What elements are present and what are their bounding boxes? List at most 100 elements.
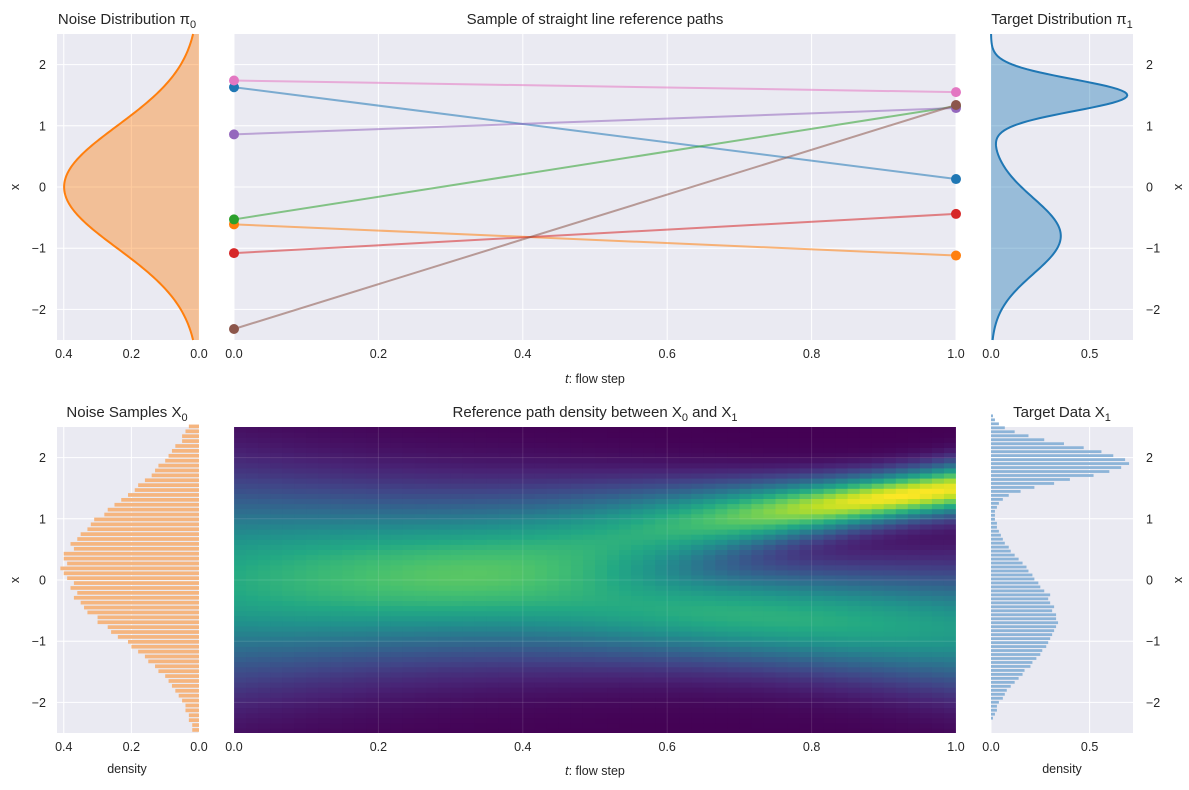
heatmap-cell [558,712,572,719]
heatmap-cell [607,493,620,499]
chart-title: Noise Samples X0 [66,404,187,424]
heatmap-cell [282,467,295,474]
heatmap-cell [751,682,765,688]
heatmap-cell [414,702,428,709]
heatmap-cell [655,692,668,698]
heatmap-cell [847,539,861,545]
heatmap-cell [763,656,777,663]
histogram-bar [134,488,199,492]
heatmap-cell [619,488,632,494]
heatmap-cell [582,590,596,596]
heatmap-cell [667,539,680,545]
heatmap-cell [607,427,620,433]
heatmap-cell [739,569,753,576]
heatmap-cell [643,687,656,693]
heatmap-cell [522,498,536,505]
heatmap-cell [691,707,704,714]
y-axis-label: x [1172,184,1186,191]
heatmap-cell [727,580,740,586]
heatmap-cell [270,687,283,693]
heatmap-cell [595,452,608,459]
heatmap-cell [727,447,740,454]
heatmap-cell [679,595,692,601]
heatmap-cell [366,488,379,494]
heatmap-cell [270,585,283,591]
heatmap-cell [859,498,873,505]
heatmap-cell [703,702,716,709]
heatmap-cell [727,518,740,525]
heatmap-cell [486,493,500,499]
heatmap-cell [859,432,873,438]
heatmap-cell [871,666,885,673]
heatmap-cell [234,687,247,693]
heatmap-cell [763,682,777,688]
heatmap-cell [655,483,668,489]
histogram-bar [182,439,199,443]
heatmap-cell [558,636,572,642]
heatmap-cell [294,610,307,617]
heatmap-cell [883,513,897,520]
heatmap-cell [919,676,933,683]
heatmap-cell [739,508,753,515]
heatmap-cell [811,472,825,479]
heatmap-cell [474,452,488,459]
heatmap-cell [486,554,500,561]
heatmap-cell [522,656,536,663]
heatmap-cell [787,620,801,627]
heatmap-cell [522,554,536,561]
heatmap-cell [919,503,933,510]
heatmap-cell [919,498,933,505]
heatmap-cell [546,692,560,698]
heatmap-cell [294,671,307,678]
heatmap-cell [354,498,367,505]
heatmap-cell [306,554,319,561]
heatmap-cell [607,702,620,709]
heatmap-cell [306,646,319,652]
histogram-bar [991,426,1005,430]
heatmap-cell [498,544,512,550]
histogram-bar [991,577,1035,581]
heatmap-cell [402,472,416,479]
heatmap-cell [715,656,728,663]
heatmap-cell [462,559,476,566]
heatmap-cell [823,620,837,627]
heatmap-cell [931,569,945,576]
heatmap-cell [811,707,825,714]
heatmap-cell [799,518,813,525]
heatmap-cell [246,697,259,703]
heatmap-cell [763,717,777,724]
heatmap-cell [246,498,259,505]
heatmap-cell [354,625,367,632]
histogram-bar [991,688,1007,692]
heatmap-cell [294,503,307,510]
heatmap-cell [835,707,849,714]
heatmap-cell [607,472,620,479]
heatmap-cell [270,529,283,535]
heatmap-cell [438,590,452,596]
heatmap-cell [799,478,813,484]
heatmap-cell [823,508,837,515]
heatmap-cell [919,697,933,703]
heatmap-cell [931,651,945,658]
heatmap-cell [582,457,596,464]
heatmap-cell [402,671,416,678]
heatmap-cell [631,727,644,733]
heatmap-cell [426,605,440,612]
heatmap-cell [739,534,753,540]
heatmap-cell [715,534,728,540]
heatmap-cell [378,625,392,632]
heatmap-cell [883,437,897,443]
heatmap-cell [931,508,945,515]
heatmap-cell [282,661,295,668]
heatmap-cell [739,559,753,566]
heatmap-cell [462,712,476,719]
heatmap-cell [631,631,644,637]
heatmap-cell [426,498,440,505]
heatmap-cell [450,702,464,709]
heatmap-cell [631,508,644,515]
heatmap-cell [703,600,716,607]
heatmap-cell [943,585,956,591]
heatmap-cell [282,641,295,647]
heatmap-cell [258,712,271,719]
heatmap-cell [438,707,452,714]
